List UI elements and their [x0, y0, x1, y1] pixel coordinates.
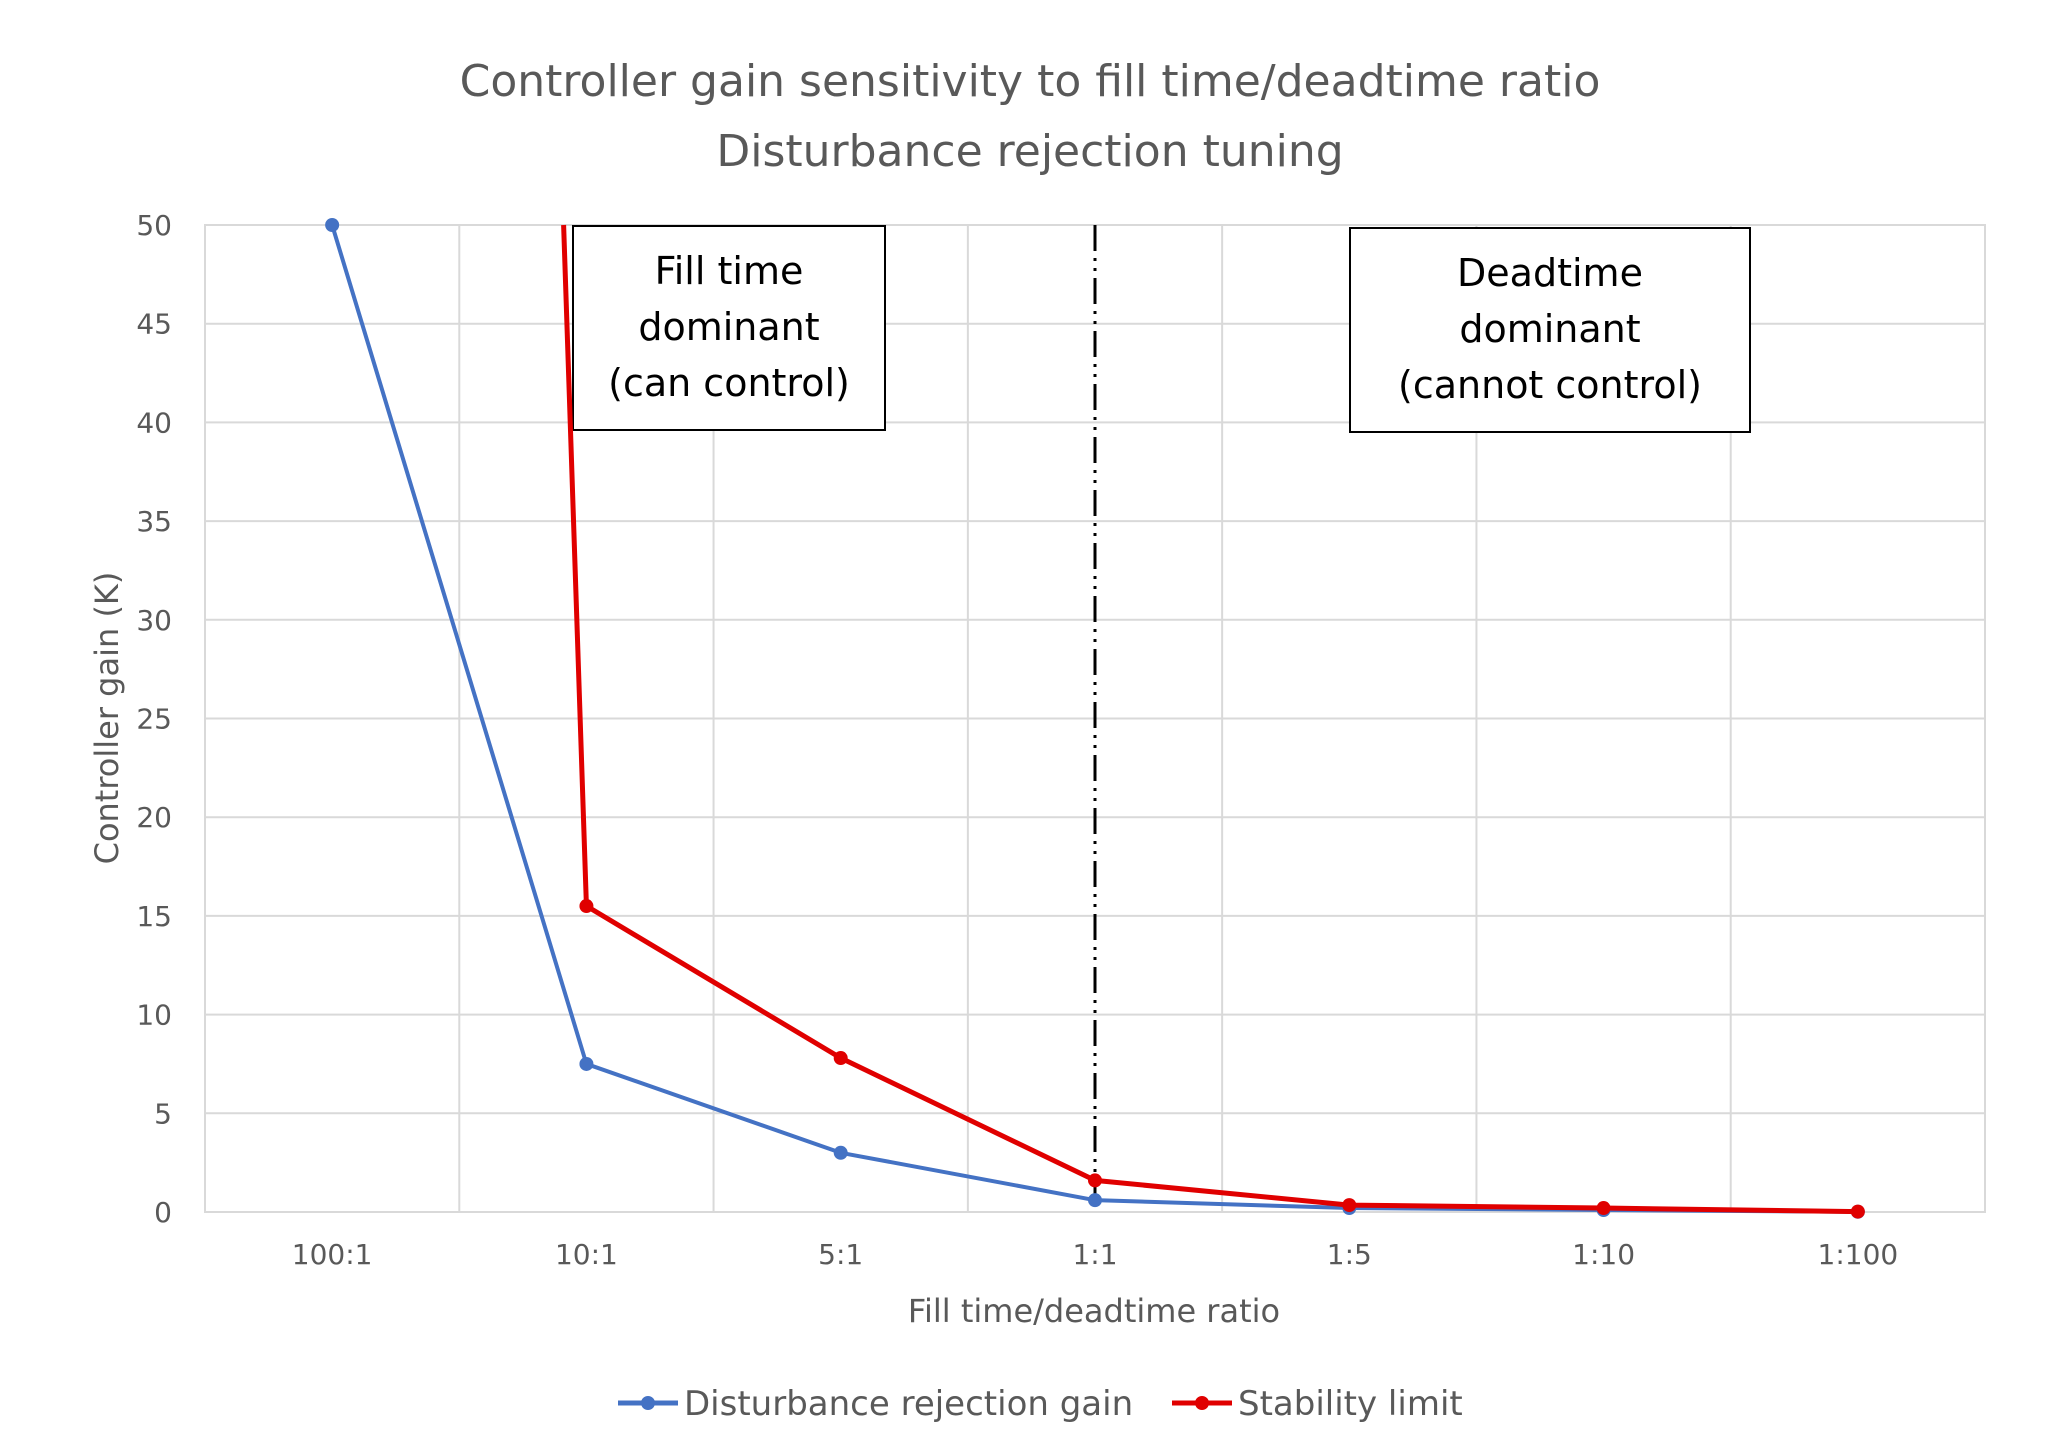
y-axis-label: Controller gain (K)	[88, 572, 126, 865]
y-tick-label: 45	[136, 308, 172, 341]
x-tick-labels: 100:1 10:1 5:1 1:1 1:5 1:10 1:100	[292, 1238, 1898, 1271]
chart-title-line-1: Controller gain sensitivity to fill time…	[460, 56, 1601, 107]
data-point	[579, 1056, 594, 1071]
y-tick-label: 25	[136, 703, 172, 736]
y-tick-label: 30	[136, 604, 172, 637]
y-tick-labels: 0 5 10 15 20 25 30 35 40 45 50	[136, 209, 172, 1229]
data-point	[579, 899, 594, 914]
y-tick-label: 20	[136, 801, 172, 834]
y-tick-label: 15	[136, 900, 172, 933]
annotation-line: dominant	[1459, 307, 1640, 351]
annotation-line: (cannot control)	[1398, 363, 1702, 407]
legend-swatch-marker	[1195, 1396, 1209, 1410]
y-tick-label: 40	[136, 406, 172, 439]
data-point	[1088, 1193, 1102, 1208]
data-point	[833, 1145, 848, 1160]
legend-swatch-marker	[641, 1396, 655, 1410]
legend-label: Disturbance rejection gain	[684, 1384, 1133, 1424]
annotation-line: (can control)	[608, 361, 850, 405]
x-tick-label: 1:1	[1072, 1238, 1117, 1271]
series-stability-limit	[561, 224, 1865, 1219]
x-tick-label: 1:100	[1818, 1238, 1899, 1271]
legend-item-stability-limit: Stability limit	[1172, 1384, 1463, 1424]
series-layer	[325, 218, 1865, 1219]
legend: Disturbance rejection gain Stability lim…	[618, 1384, 1463, 1424]
chart-title-line-2: Disturbance rejection tuning	[716, 126, 1343, 177]
annotation-box	[572, 225, 886, 431]
annotation-line: Deadtime	[1457, 251, 1643, 295]
y-tick-label: 5	[154, 1097, 172, 1130]
data-point	[1342, 1198, 1357, 1213]
legend-item-disturbance-rejection-gain: Disturbance rejection gain	[618, 1384, 1133, 1424]
data-point	[1088, 1173, 1102, 1188]
x-tick-label: 10:1	[555, 1238, 618, 1271]
data-point	[833, 1051, 848, 1066]
annotation-deadtime-dominant: Deadtime dominant (cannot control)	[1349, 227, 1751, 433]
y-tick-label: 0	[154, 1196, 172, 1229]
x-axis-label: Fill time/deadtime ratio	[908, 1292, 1280, 1330]
data-point	[1596, 1201, 1611, 1216]
data-point	[1850, 1204, 1865, 1219]
y-tick-label: 35	[136, 505, 172, 538]
annotation-fill-time-dominant: Fill time dominant (can control)	[572, 225, 886, 431]
x-tick-label: 1:10	[1572, 1238, 1635, 1271]
annotation-line: dominant	[638, 305, 819, 349]
annotation-box	[1349, 227, 1751, 433]
y-tick-label: 50	[136, 209, 172, 242]
x-tick-label: 5:1	[818, 1238, 863, 1271]
x-tick-label: 1:5	[1327, 1238, 1372, 1271]
annotation-line: Fill time	[655, 249, 804, 293]
x-tick-label: 100:1	[292, 1238, 373, 1271]
y-tick-label: 10	[136, 999, 172, 1032]
legend-label: Stability limit	[1238, 1384, 1463, 1424]
data-point	[325, 218, 340, 232]
